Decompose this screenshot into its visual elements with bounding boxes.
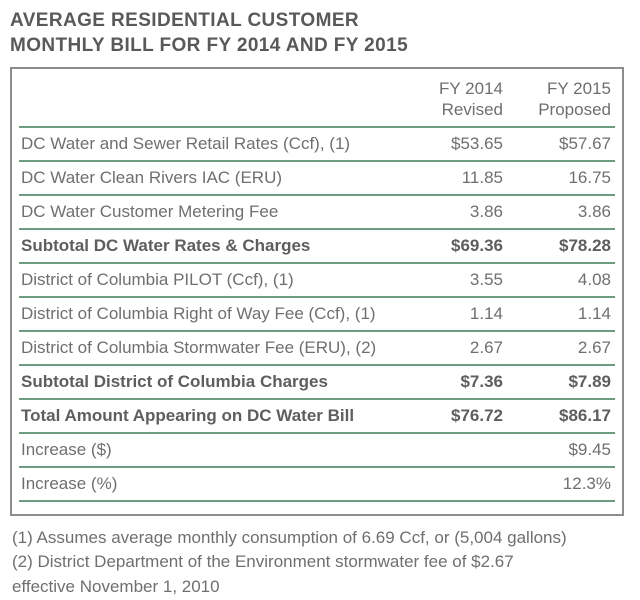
row-value-fy2014: $53.65: [451, 133, 503, 153]
row-label: District of Columbia PILOT (Ccf), (1): [21, 269, 294, 289]
page-title: AVERAGE RESIDENTIAL CUSTOMER MONTHLY BIL…: [10, 8, 626, 58]
column-header-fy2015-status: Proposed: [538, 100, 611, 120]
row-value-fy2015: $9.45: [568, 439, 611, 459]
row-value-fy2014: $7.36: [460, 371, 503, 391]
row-value-fy2015: 4.08: [577, 269, 611, 289]
bill-table: FY 2014 Revised FY 2015 Proposed DC Wate…: [10, 67, 624, 516]
table-row: District of Columbia Right of Way Fee (C…: [19, 298, 615, 332]
row-label: DC Water Customer Metering Fee: [21, 201, 279, 221]
column-header-fy2015-year: FY 2015: [547, 79, 611, 99]
table-header-row: FY 2014 Revised FY 2015 Proposed: [19, 69, 615, 128]
column-header-fy2014-year: FY 2014: [439, 79, 503, 99]
row-label: District of Columbia Right of Way Fee (C…: [21, 303, 376, 323]
footnotes: (1) Assumes average monthly consumption …: [12, 526, 572, 600]
row-value-fy2015: $78.28: [559, 235, 611, 255]
row-label: DC Water Clean Rivers IAC (ERU): [21, 167, 283, 187]
table-row-increase-dollars: Increase ($) $9.45: [19, 434, 615, 468]
row-value-fy2014: 1.14: [469, 303, 503, 323]
table-row-increase-percent: Increase (%) 12.3%: [19, 468, 615, 502]
page-title-line-1: AVERAGE RESIDENTIAL CUSTOMER: [10, 10, 360, 31]
column-header-fy2014: FY 2014 Revised: [408, 78, 503, 121]
table-row: DC Water and Sewer Retail Rates (Ccf), (…: [19, 128, 615, 162]
row-value-fy2015: $57.67: [559, 133, 611, 153]
column-header-fy2015: FY 2015 Proposed: [503, 78, 615, 121]
row-label: Increase ($): [21, 439, 112, 459]
table-row: District of Columbia Stormwater Fee (ERU…: [19, 332, 615, 366]
footnote-2: (2) District Department of the Environme…: [12, 552, 514, 596]
table-row-subtotal-district: Subtotal District of Columbia Charges $7…: [19, 366, 615, 400]
row-value-fy2014: 3.55: [469, 269, 503, 289]
row-label: Increase (%): [21, 473, 118, 493]
row-value-fy2015: 12.3%: [562, 473, 611, 493]
footnote-1: (1) Assumes average monthly consumption …: [12, 527, 567, 547]
table-row: DC Water Customer Metering Fee 3.86 3.86: [19, 196, 615, 230]
row-value-fy2015: 16.75: [568, 167, 611, 187]
row-value-fy2015: 1.14: [577, 303, 611, 323]
table-row: DC Water Clean Rivers IAC (ERU) 11.85 16…: [19, 162, 615, 196]
row-value-fy2014: 3.86: [469, 201, 503, 221]
row-value-fy2015: $86.17: [559, 405, 611, 425]
row-label: Total Amount Appearing on DC Water Bill: [21, 405, 355, 425]
row-value-fy2014: 2.67: [469, 337, 503, 357]
row-value-fy2015: $7.89: [568, 371, 611, 391]
row-value-fy2015: 2.67: [577, 337, 611, 357]
row-value-fy2014: 11.85: [461, 167, 503, 187]
row-value-fy2014: $69.36: [451, 235, 503, 255]
table-row: District of Columbia PILOT (Ccf), (1) 3.…: [19, 264, 615, 298]
row-label: District of Columbia Stormwater Fee (ERU…: [21, 337, 377, 357]
column-header-fy2014-status: Revised: [441, 100, 503, 120]
table-row-subtotal-dc-water: Subtotal DC Water Rates & Charges $69.36…: [19, 230, 615, 264]
row-label: DC Water and Sewer Retail Rates (Ccf), (…: [21, 133, 351, 153]
table-row-total: Total Amount Appearing on DC Water Bill …: [19, 400, 615, 434]
row-value-fy2015: 3.86: [577, 201, 611, 221]
row-label: Subtotal DC Water Rates & Charges: [21, 235, 311, 255]
page-title-line-2: MONTHLY BILL FOR FY 2014 AND FY 2015: [10, 35, 409, 57]
row-value-fy2014: $76.72: [451, 405, 503, 425]
row-label: Subtotal District of Columbia Charges: [21, 371, 328, 391]
